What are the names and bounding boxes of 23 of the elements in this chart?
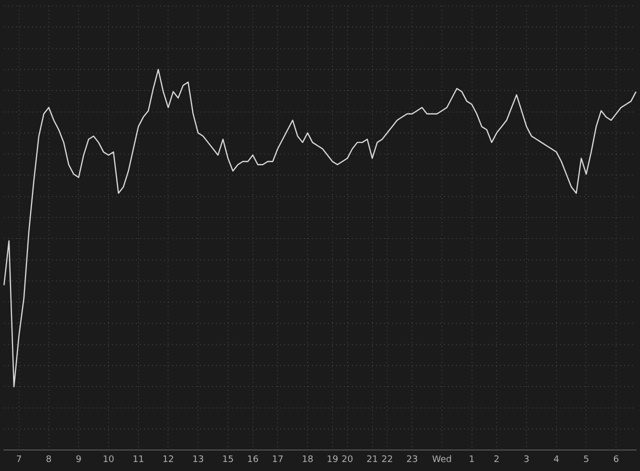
x-tick-label: 1 bbox=[468, 454, 475, 465]
x-tick-label: 21 bbox=[366, 454, 378, 465]
x-tick-label: 2 bbox=[494, 454, 500, 465]
x-tick-label: Wed bbox=[432, 454, 452, 465]
x-tick-label: 19 bbox=[326, 454, 338, 465]
x-tick-label: 9 bbox=[76, 454, 82, 465]
x-tick-label: 3 bbox=[524, 454, 530, 465]
x-tick-label: 5 bbox=[583, 454, 590, 465]
x-tick-label: 23 bbox=[406, 454, 418, 465]
x-tick-label: 12 bbox=[162, 454, 174, 465]
x-tick-label: 18 bbox=[302, 454, 314, 465]
x-tick-label: 13 bbox=[192, 454, 204, 465]
x-tick-label: 20 bbox=[342, 454, 354, 465]
x-tick-label: 8 bbox=[46, 454, 52, 465]
x-tick-label: 4 bbox=[554, 454, 560, 465]
x-tick-label: 15 bbox=[222, 454, 234, 465]
x-tick-label: 7 bbox=[16, 454, 22, 465]
x-tick-label: 10 bbox=[102, 454, 115, 465]
x-tick-label: 16 bbox=[247, 454, 259, 465]
x-tick-label: 22 bbox=[381, 454, 393, 465]
x-tick-label: 6 bbox=[613, 454, 620, 465]
x-tick-label: 11 bbox=[132, 454, 144, 465]
x-tick-label: 17 bbox=[272, 454, 284, 465]
